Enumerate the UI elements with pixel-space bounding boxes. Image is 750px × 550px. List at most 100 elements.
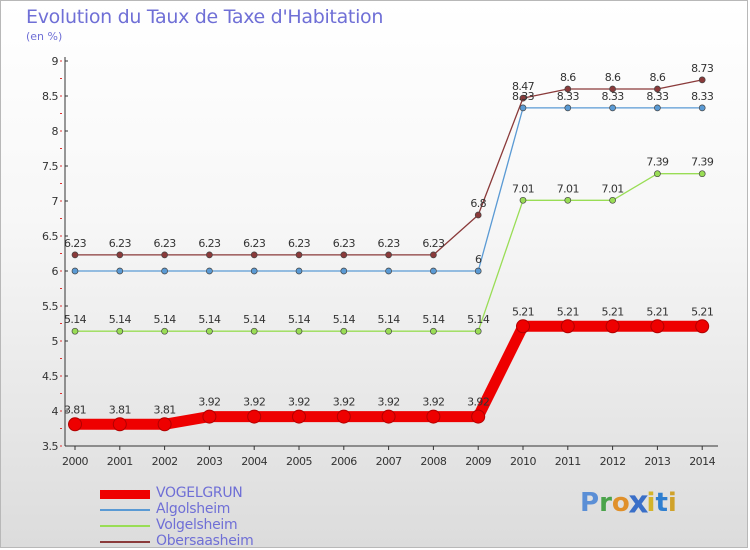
data-point: [71, 251, 79, 259]
chart-title: Evolution du Taux de Taxe d'Habitation: [26, 6, 384, 28]
data-label: 5.14: [198, 313, 221, 326]
legend-label: Obersaasheim: [156, 533, 254, 549]
data-label: 8.33: [646, 90, 669, 103]
data-label: 3.92: [467, 396, 489, 409]
y-tick-label: 3.5: [42, 440, 58, 453]
x-tick-label: 2014: [689, 455, 715, 468]
data-point: [430, 267, 437, 275]
data-label: 5.21: [602, 305, 624, 318]
legend-label: Volgelsheim: [156, 517, 238, 533]
x-tick-label: 2012: [600, 455, 626, 468]
data-label: 6.23: [422, 237, 445, 250]
x-tick-label: 2000: [62, 455, 88, 468]
data-label: 7.01: [512, 182, 534, 195]
data-point: [202, 409, 217, 424]
data-point: [116, 267, 124, 275]
data-label: 6.8: [470, 197, 486, 210]
x-tick-label: 2009: [465, 455, 491, 468]
data-label: 5.14: [154, 313, 177, 326]
data-point: [381, 409, 396, 424]
data-point: [161, 267, 168, 275]
logo-letter: r: [599, 488, 612, 518]
data-label: 5.14: [64, 313, 87, 326]
data-label: 7.01: [557, 182, 579, 195]
data-point: [609, 196, 616, 204]
data-label: 5.21: [557, 305, 579, 318]
data-label: 8.47: [512, 80, 535, 93]
data-label: 7.39: [691, 156, 714, 169]
data-label: 6.23: [378, 237, 401, 250]
data-point: [654, 104, 661, 112]
series-points: [68, 76, 710, 432]
logo-letter: x: [628, 485, 649, 521]
data-label: 3.92: [422, 396, 444, 409]
data-label: 5.14: [333, 313, 356, 326]
y-tick-label: 8.5: [42, 90, 58, 103]
data-point: [474, 267, 482, 275]
data-label: 7.39: [646, 156, 669, 169]
proxiti-logo: Proxiti: [580, 485, 677, 521]
x-tick-label: 2001: [107, 455, 133, 468]
data-point: [295, 251, 303, 259]
data-point: [474, 211, 482, 219]
data-point: [698, 170, 706, 178]
data-label: 6.23: [333, 237, 356, 250]
y-tick-label: 4.5: [42, 370, 58, 383]
chart-subtitle: (en %): [26, 30, 63, 43]
x-tick-label: 2003: [196, 455, 222, 468]
data-point: [295, 267, 303, 275]
x-tick-label: 2011: [555, 455, 581, 468]
data-point: [605, 319, 620, 334]
data-point: [71, 267, 79, 275]
data-point: [206, 327, 213, 335]
data-label: 6.23: [243, 237, 266, 250]
data-point: [161, 251, 168, 259]
data-label: 5.14: [467, 313, 490, 326]
data-label: 5.14: [243, 313, 266, 326]
data-point: [564, 104, 572, 112]
data-point: [340, 267, 348, 275]
y-tick-label: 4: [52, 405, 59, 418]
data-label: 8.33: [557, 90, 580, 103]
x-tick-label: 2010: [510, 455, 536, 468]
data-point: [519, 104, 527, 112]
data-label: 6.23: [198, 237, 221, 250]
data-point: [250, 267, 258, 275]
data-label: 6.23: [288, 237, 311, 250]
data-label: 5.21: [512, 305, 534, 318]
data-label: 3.81: [64, 403, 86, 416]
data-point: [295, 327, 303, 335]
x-tick-label: 2006: [331, 455, 357, 468]
y-tick-label: 8: [52, 125, 59, 138]
data-label: 5.14: [378, 313, 401, 326]
logo-letter: o: [611, 488, 630, 518]
data-label: 3.92: [378, 396, 400, 409]
x-tick-label: 2013: [644, 455, 670, 468]
data-label: 8.6: [605, 71, 621, 84]
data-label: 5.14: [422, 313, 445, 326]
x-tick-label: 2005: [286, 455, 312, 468]
data-label: 8.6: [560, 71, 576, 84]
data-point: [336, 409, 351, 424]
x-tick-label: 2008: [420, 455, 446, 468]
data-point: [250, 327, 258, 335]
data-label: 3.92: [243, 396, 265, 409]
y-tick-label: 9: [52, 55, 59, 68]
y-tick-label: 5.5: [42, 300, 58, 313]
y-tick-label: 6.5: [42, 230, 58, 243]
logo-letter: i: [646, 488, 656, 518]
data-point: [206, 267, 213, 275]
logo-letter: P: [580, 488, 600, 518]
y-tick-label: 6: [52, 265, 59, 278]
data-point: [609, 104, 616, 112]
data-point: [340, 327, 348, 335]
data-point: [68, 417, 82, 432]
data-point: [385, 267, 392, 275]
series-line-obersaasheim: [74, 79, 703, 256]
data-point: [247, 409, 262, 424]
y-tick-label: 5: [52, 335, 59, 348]
data-point: [292, 409, 306, 424]
data-point: [471, 409, 486, 424]
